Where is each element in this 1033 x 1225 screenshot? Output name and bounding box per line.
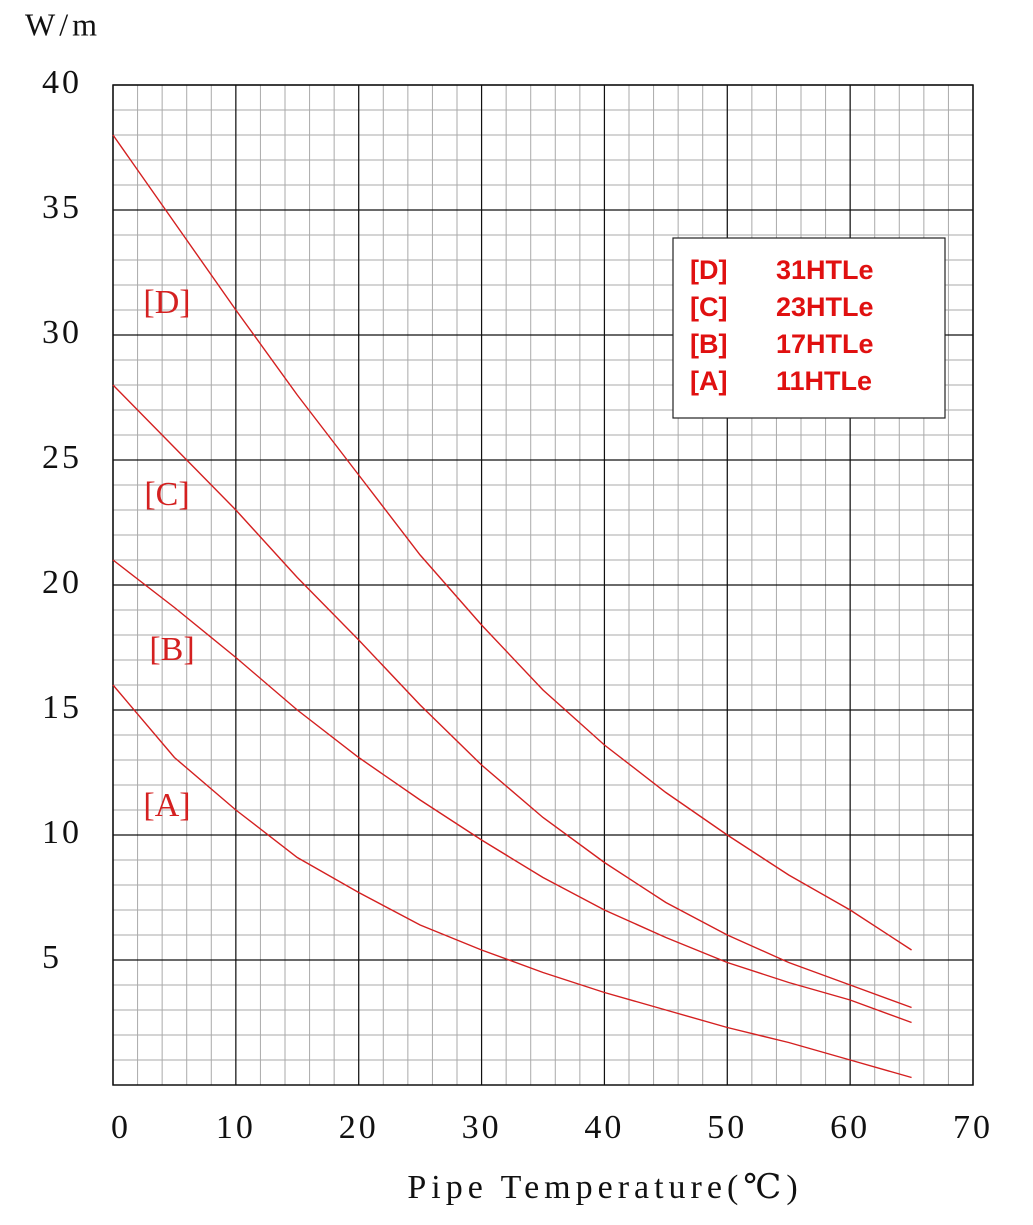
curve-label: [B] xyxy=(149,631,194,668)
curve-label: [D] xyxy=(143,284,190,321)
legend-tag: [C] xyxy=(690,292,727,322)
series-line xyxy=(112,559,912,1024)
legend-label: 23HTLe xyxy=(776,292,874,322)
curve-label: [C] xyxy=(144,476,189,513)
legend-label: 31HTLe xyxy=(776,255,874,285)
legend-label: 11HTLe xyxy=(776,366,872,396)
legend-tag: [B] xyxy=(690,329,727,359)
series-line xyxy=(112,684,912,1079)
y-tick-label: 10 xyxy=(42,814,82,851)
legend-tag: [A] xyxy=(690,366,727,396)
curve-label: [A] xyxy=(143,787,190,824)
y-tick-label: 30 xyxy=(42,314,82,351)
series-line xyxy=(112,384,912,1009)
x-tick-label: 0 xyxy=(111,1109,131,1146)
x-tick-label: 50 xyxy=(707,1109,747,1146)
y-axis-label: W/m xyxy=(25,6,101,42)
y-tick-label: 40 xyxy=(42,64,82,101)
x-axis-label: Pipe Temperature(℃) xyxy=(407,1169,802,1206)
y-tick-label: 5 xyxy=(42,939,62,976)
series-line xyxy=(112,134,912,951)
y-tick-label: 20 xyxy=(42,564,82,601)
x-tick-label: 40 xyxy=(584,1109,624,1146)
x-tick-label: 70 xyxy=(953,1109,993,1146)
y-tick-label: 25 xyxy=(42,439,82,476)
x-tick-label: 10 xyxy=(216,1109,256,1146)
plot-frame xyxy=(112,84,974,1086)
legend-box xyxy=(672,237,946,419)
legend-tag: [D] xyxy=(690,255,727,285)
legend-label: 17HTLe xyxy=(776,329,874,359)
y-tick-label: 35 xyxy=(42,189,82,226)
x-tick-label: 20 xyxy=(339,1109,379,1146)
y-tick-label: 15 xyxy=(42,689,82,726)
x-tick-label: 30 xyxy=(462,1109,502,1146)
x-tick-label: 60 xyxy=(830,1109,870,1146)
